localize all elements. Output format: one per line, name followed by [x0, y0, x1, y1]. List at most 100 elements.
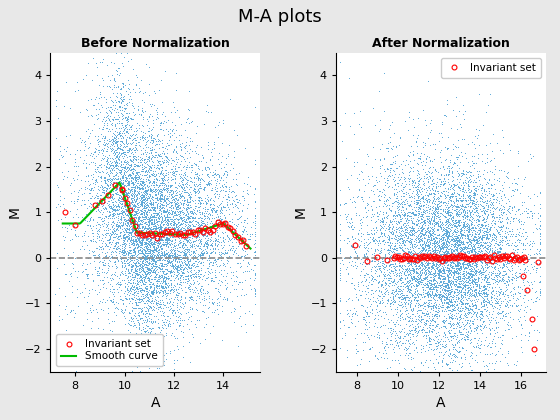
Point	[115, 114, 124, 121]
Point	[468, 246, 477, 253]
Point	[116, 231, 125, 238]
Point	[478, 183, 487, 190]
Point	[251, 286, 260, 293]
Point	[479, 228, 488, 235]
Point	[441, 331, 450, 337]
Point	[89, 277, 98, 284]
Point	[400, 257, 409, 264]
Point	[102, 213, 111, 220]
Point	[411, 196, 420, 203]
Point	[475, 313, 484, 320]
Point	[118, 209, 127, 215]
Point	[400, 228, 409, 235]
Point	[194, 186, 203, 193]
Point	[356, 107, 365, 114]
Point	[221, 203, 230, 210]
Point	[351, 335, 360, 342]
Point	[131, 197, 140, 204]
Point	[447, 190, 456, 197]
Point	[176, 265, 185, 272]
Point	[91, 176, 100, 183]
Point	[156, 252, 165, 259]
Point	[491, 233, 500, 240]
Point	[489, 193, 498, 199]
Point	[450, 345, 459, 352]
Point	[182, 246, 191, 253]
Point	[482, 141, 491, 148]
Point	[441, 230, 450, 236]
Point	[130, 272, 139, 279]
Point	[490, 277, 499, 284]
Point	[441, 318, 450, 325]
Point	[410, 275, 419, 282]
Point	[116, 205, 125, 211]
Point	[87, 318, 96, 324]
Point	[178, 234, 186, 241]
Point	[104, 310, 113, 316]
Point	[134, 353, 143, 360]
Point	[439, 264, 448, 270]
Point	[170, 359, 179, 366]
Point	[143, 315, 152, 322]
Point	[422, 317, 431, 324]
Point	[477, 212, 486, 219]
Point	[85, 143, 94, 150]
Point	[225, 225, 234, 232]
Point	[127, 195, 136, 202]
Point	[138, 200, 147, 207]
Point	[488, 210, 497, 217]
Point	[220, 170, 229, 176]
Point	[153, 282, 162, 289]
Point	[455, 171, 464, 178]
Point	[395, 134, 404, 140]
Point	[125, 218, 134, 224]
Point	[140, 192, 149, 198]
Point	[389, 213, 398, 219]
Point	[142, 188, 151, 195]
Point	[454, 208, 463, 215]
Point	[478, 265, 487, 272]
Point	[99, 119, 108, 126]
Point	[154, 186, 163, 193]
Point	[437, 224, 446, 231]
Point	[400, 212, 409, 218]
Point	[430, 276, 439, 283]
Point	[437, 134, 446, 141]
Point	[128, 197, 137, 203]
Point	[134, 263, 143, 270]
Point	[144, 281, 153, 287]
Point	[429, 276, 438, 283]
Point	[108, 196, 117, 203]
Point	[117, 192, 126, 199]
Point	[129, 273, 138, 280]
Point	[178, 262, 187, 268]
Point	[195, 222, 204, 229]
Point	[85, 287, 94, 294]
Point	[464, 189, 473, 195]
Point	[137, 222, 146, 229]
Point	[110, 253, 119, 260]
Point	[445, 229, 454, 236]
Title: After Normalization: After Normalization	[372, 37, 510, 50]
Point	[479, 264, 488, 271]
Point	[386, 138, 395, 145]
Point	[74, 189, 83, 195]
Point	[423, 192, 432, 199]
Point	[176, 248, 185, 255]
Point	[405, 224, 414, 231]
Point	[384, 297, 393, 304]
Point	[147, 199, 156, 205]
Point	[207, 209, 216, 215]
Point	[92, 239, 101, 245]
Point	[441, 305, 450, 312]
Point	[167, 249, 176, 256]
Point	[150, 238, 158, 244]
Point	[125, 152, 134, 159]
Point	[120, 202, 129, 208]
Point	[151, 174, 160, 181]
Point	[473, 205, 482, 212]
Point	[151, 171, 160, 177]
Point	[221, 286, 230, 292]
Point	[426, 273, 435, 280]
Point	[476, 198, 485, 205]
